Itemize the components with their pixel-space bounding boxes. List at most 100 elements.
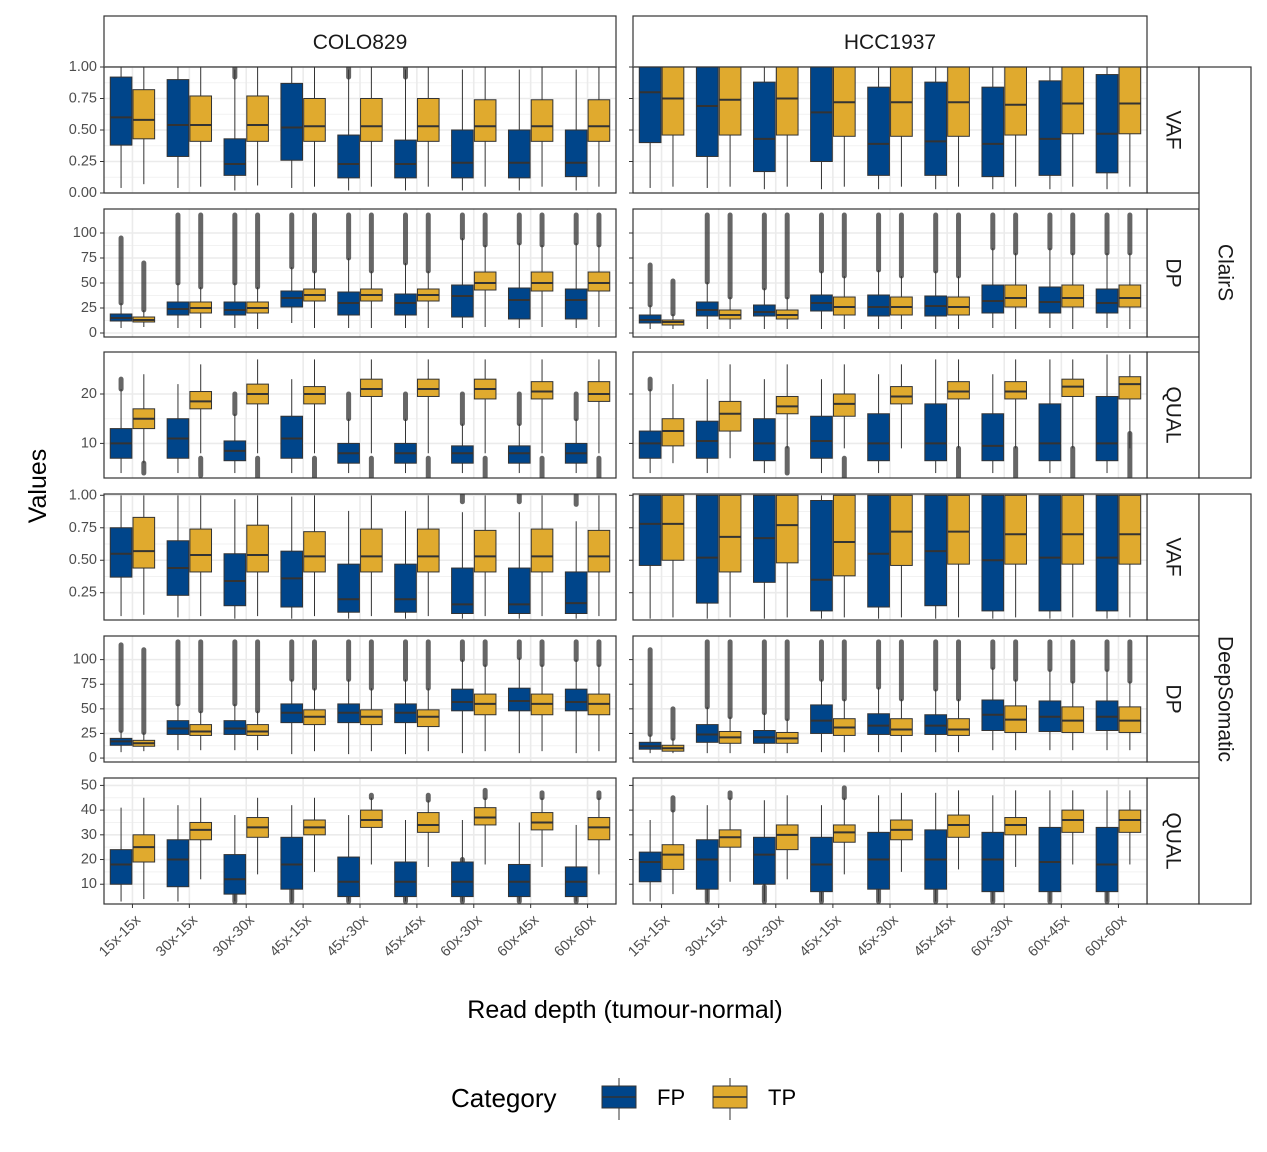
box-FP-45x-30x xyxy=(867,294,890,317)
box-FP-45x-30x xyxy=(867,494,890,608)
box-FP-45x-15x xyxy=(280,82,304,161)
box-TP-45x-45x xyxy=(416,378,440,397)
box-TP-15x-15x xyxy=(661,418,685,447)
box-TP-60x-45x xyxy=(530,812,554,831)
box-TP-45x-15x xyxy=(832,824,856,843)
y-axis-title: Values xyxy=(24,449,52,524)
panel-DeepSomatic-QUAL-HCC1937: 15x-15x 30x-15x 30x-30x 45x-15x 45x-30x 45x-4… xyxy=(625,777,1148,960)
caller-strip-DeepSomatic xyxy=(1198,493,1252,905)
x-tick-label: 60x-30x xyxy=(438,912,486,960)
x-axis-title: Read depth (tumour-normal) xyxy=(467,996,782,1024)
box-TP-60x-30x xyxy=(1004,284,1027,308)
y-tick-label: 20 xyxy=(81,386,97,402)
box-FP-60x-60x xyxy=(564,288,588,320)
box-FP-45x-45x xyxy=(924,81,948,176)
box-FP-60x-45x xyxy=(507,863,531,898)
box-FP-45x-30x xyxy=(867,713,890,735)
box-TP-60x-60x xyxy=(1118,376,1142,400)
box-FP-30x-30x xyxy=(223,138,247,176)
y-tick-label: 0.50 xyxy=(69,122,97,138)
y-tick-label: 50 xyxy=(81,701,97,717)
panel-plot-area xyxy=(109,212,611,329)
box-TP-60x-45x xyxy=(530,99,554,142)
metric-strip-label: DP xyxy=(1162,258,1185,287)
box-FP-60x-60x xyxy=(1095,494,1119,612)
box-TP-45x-45x xyxy=(947,494,970,565)
box-TP-60x-45x xyxy=(530,528,554,573)
y-tick-label: 40 xyxy=(81,802,97,818)
box-FP-60x-30x xyxy=(981,284,1005,314)
x-tick-label: 30x-15x xyxy=(153,912,201,960)
panel-plot-area xyxy=(638,354,1142,478)
box-TP-60x-45x xyxy=(1061,378,1085,397)
box-TP-60x-60x xyxy=(1118,494,1142,565)
box-TP-15x-15x xyxy=(132,516,156,569)
panel-DeepSomatic-DP-HCC1937 xyxy=(629,635,1148,763)
box-FP-60x-45x xyxy=(1038,826,1062,893)
box-FP-45x-45x xyxy=(394,139,417,179)
panel-plot-area xyxy=(109,359,611,478)
box-FP-60x-60x xyxy=(1095,826,1119,893)
y-tick-label: 0.75 xyxy=(69,520,97,536)
box-TP-30x-15x xyxy=(189,821,213,841)
y-tick-label: 0.00 xyxy=(69,185,97,201)
box-TP-60x-30x xyxy=(1004,381,1027,400)
y-tick-label: 20 xyxy=(81,852,97,868)
y-tick-label: 100 xyxy=(73,652,97,668)
box-TP-60x-45x xyxy=(530,271,554,292)
box-FP-45x-30x xyxy=(337,134,360,179)
box-FP-60x-45x xyxy=(1038,80,1062,176)
legend-title: Category xyxy=(451,1083,557,1113)
panel-plot-area xyxy=(109,494,611,619)
box-FP-45x-30x xyxy=(337,856,360,898)
box-FP-30x-30x xyxy=(753,81,776,173)
legend-label: TP xyxy=(768,1085,796,1110)
box-TP-45x-30x xyxy=(360,528,383,573)
box-TP-30x-15x xyxy=(718,494,742,573)
box-TP-45x-15x xyxy=(832,494,856,577)
box-FP-60x-30x xyxy=(981,86,1005,178)
panel-plot-area xyxy=(109,787,611,904)
box-TP-30x-15x xyxy=(718,67,742,136)
legend-label: FP xyxy=(657,1085,685,1110)
box-TP-30x-30x xyxy=(775,67,799,136)
x-tick-label: 60x-60x xyxy=(551,912,599,960)
box-FP-60x-45x xyxy=(1038,494,1062,612)
box-FP-15x-15x xyxy=(109,76,133,146)
x-tick-label: 45x-30x xyxy=(324,912,372,960)
box-FP-60x-30x xyxy=(981,494,1005,612)
box-FP-45x-15x xyxy=(810,415,833,459)
x-tick-label: 30x-30x xyxy=(210,912,258,960)
box-FP-60x-60x xyxy=(1095,74,1119,174)
box-FP-45x-30x xyxy=(867,413,890,462)
box-FP-60x-30x xyxy=(451,445,474,464)
box-FP-30x-15x xyxy=(695,839,719,890)
box-FP-30x-30x xyxy=(753,836,776,885)
box-FP-60x-45x xyxy=(507,445,531,464)
box-TP-60x-30x xyxy=(473,271,497,291)
y-tick-label: 75 xyxy=(81,676,97,692)
panel-ClairS-VAF-HCC1937 xyxy=(629,66,1148,194)
box-FP-60x-60x xyxy=(1095,395,1119,462)
x-tick-label: 45x-15x xyxy=(797,912,845,960)
y-tick-label: 1.00 xyxy=(69,59,97,75)
caller-strip-label: DeepSomatic xyxy=(1214,636,1237,762)
box-TP-30x-15x xyxy=(718,400,742,432)
x-tick-label: 45x-45x xyxy=(911,912,959,960)
box-TP-60x-60x xyxy=(1118,67,1142,135)
x-tick-label: 60x-45x xyxy=(1025,912,1073,960)
box-FP-45x-15x xyxy=(810,499,833,612)
box-FP-60x-45x xyxy=(1038,403,1062,462)
y-tick-label: 75 xyxy=(81,250,97,266)
box-TP-30x-15x xyxy=(189,528,213,573)
y-tick-label: 0.50 xyxy=(69,552,97,568)
box-FP-60x-45x xyxy=(1038,286,1062,314)
box-TP-30x-15x xyxy=(189,95,213,142)
box-FP-45x-15x xyxy=(810,704,833,734)
panel-plot-area xyxy=(638,785,1142,904)
box-FP-60x-30x xyxy=(981,831,1005,893)
box-TP-60x-30x xyxy=(1004,67,1027,136)
box-TP-45x-30x xyxy=(360,378,383,397)
box-TP-45x-45x xyxy=(416,812,440,833)
